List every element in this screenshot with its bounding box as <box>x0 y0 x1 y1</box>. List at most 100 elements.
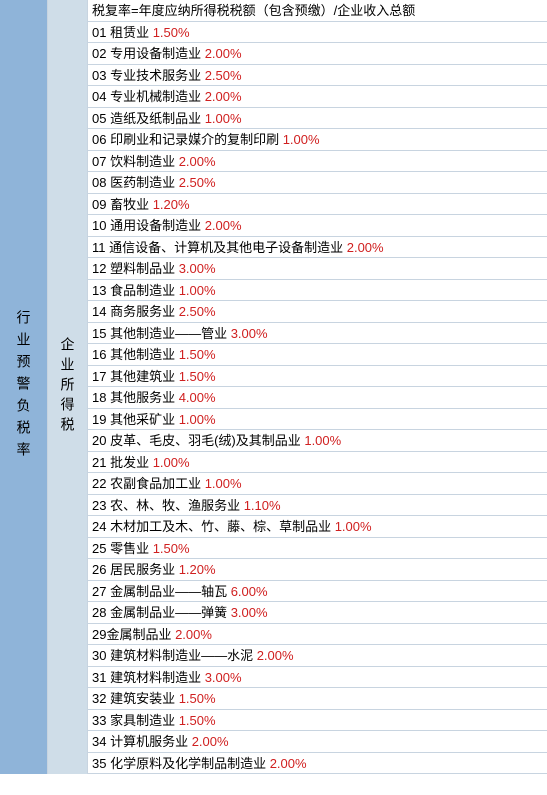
row-text: 27 金属制品业——轴瓦 <box>92 584 231 599</box>
row-percentage: 2.00% <box>179 154 216 169</box>
table-row: 32 建筑安装业 1.50% <box>88 688 547 710</box>
table-row: 26 居民服务业 1.20% <box>88 559 547 581</box>
row-text: 06 印刷业和记录媒介的复制印刷 <box>92 132 283 147</box>
table-row: 07 饮料制造业 2.00% <box>88 151 547 173</box>
table-row: 03 专业技术服务业 2.50% <box>88 65 547 87</box>
row-text: 28 金属制品业——弹簧 <box>92 605 231 620</box>
row-text: 08 医药制造业 <box>92 175 179 190</box>
tax-rate-table: 行业预警负税率 企业所得税 税复率=年度应纳所得税税额（包含预缴）/企业收入总额… <box>0 0 547 774</box>
row-percentage: 4.00% <box>179 390 216 405</box>
left-header-text: 行业预警负税率 <box>14 310 34 464</box>
row-percentage: 1.50% <box>153 25 190 40</box>
row-percentage: 1.20% <box>179 562 216 577</box>
row-text: 07 饮料制造业 <box>92 154 179 169</box>
formula-row: 税复率=年度应纳所得税税额（包含预缴）/企业收入总额 <box>88 0 547 22</box>
row-percentage: 1.00% <box>205 476 242 491</box>
row-percentage: 3.00% <box>205 670 242 685</box>
table-row: 12 塑料制品业 3.00% <box>88 258 547 280</box>
row-text: 10 通用设备制造业 <box>92 218 205 233</box>
table-row: 35 化学原料及化学制品制造业 2.00% <box>88 753 547 775</box>
row-text: 32 建筑安装业 <box>92 691 179 706</box>
row-text: 25 零售业 <box>92 541 153 556</box>
table-row: 29金属制品业 2.00% <box>88 624 547 646</box>
row-percentage: 2.00% <box>205 218 242 233</box>
row-text: 33 家具制造业 <box>92 713 179 728</box>
table-row: 18 其他服务业 4.00% <box>88 387 547 409</box>
row-percentage: 2.00% <box>205 89 242 104</box>
row-text: 30 建筑材料制造业——水泥 <box>92 648 257 663</box>
row-text: 29金属制品业 <box>92 627 175 642</box>
row-percentage: 3.00% <box>179 261 216 276</box>
table-row: 20 皮革、毛皮、羽毛(绒)及其制品业 1.00% <box>88 430 547 452</box>
row-text: 34 计算机服务业 <box>92 734 192 749</box>
row-percentage: 3.00% <box>231 605 268 620</box>
table-row: 22 农副食品加工业 1.00% <box>88 473 547 495</box>
row-percentage: 1.20% <box>153 197 190 212</box>
table-row: 34 计算机服务业 2.00% <box>88 731 547 753</box>
row-percentage: 1.10% <box>244 498 281 513</box>
row-text: 21 批发业 <box>92 455 153 470</box>
table-row: 04 专业机械制造业 2.00% <box>88 86 547 108</box>
row-percentage: 1.50% <box>179 347 216 362</box>
row-text: 03 专业技术服务业 <box>92 68 205 83</box>
row-text: 19 其他采矿业 <box>92 412 179 427</box>
row-text: 09 畜牧业 <box>92 197 153 212</box>
row-text: 16 其他制造业 <box>92 347 179 362</box>
row-percentage: 1.50% <box>179 713 216 728</box>
row-text: 05 造纸及纸制品业 <box>92 111 205 126</box>
row-percentage: 1.00% <box>153 455 190 470</box>
row-percentage: 1.00% <box>179 412 216 427</box>
row-text: 17 其他建筑业 <box>92 369 179 384</box>
row-text: 14 商务服务业 <box>92 304 179 319</box>
row-text: 02 专用设备制造业 <box>92 46 205 61</box>
table-row: 24 木材加工及木、竹、藤、棕、草制品业 1.00% <box>88 516 547 538</box>
table-row: 21 批发业 1.00% <box>88 452 547 474</box>
row-text: 26 居民服务业 <box>92 562 179 577</box>
row-percentage: 2.50% <box>179 304 216 319</box>
row-percentage: 2.00% <box>192 734 229 749</box>
row-percentage: 2.00% <box>205 46 242 61</box>
table-row: 16 其他制造业 1.50% <box>88 344 547 366</box>
table-row: 28 金属制品业——弹簧 3.00% <box>88 602 547 624</box>
row-text: 22 农副食品加工业 <box>92 476 205 491</box>
row-percentage: 2.50% <box>179 175 216 190</box>
row-text: 31 建筑材料制造业 <box>92 670 205 685</box>
table-row: 01 租赁业 1.50% <box>88 22 547 44</box>
table-row: 13 食品制造业 1.00% <box>88 280 547 302</box>
table-row: 30 建筑材料制造业——水泥 2.00% <box>88 645 547 667</box>
table-row: 11 通信设备、计算机及其他电子设备制造业 2.00% <box>88 237 547 259</box>
row-text: 20 皮革、毛皮、羽毛(绒)及其制品业 <box>92 433 304 448</box>
table-row: 08 医药制造业 2.50% <box>88 172 547 194</box>
row-text: 23 农、林、牧、渔服务业 <box>92 498 244 513</box>
row-percentage: 1.00% <box>335 519 372 534</box>
row-percentage: 1.00% <box>179 283 216 298</box>
table-row: 14 商务服务业 2.50% <box>88 301 547 323</box>
row-text: 13 食品制造业 <box>92 283 179 298</box>
table-row: 19 其他采矿业 1.00% <box>88 409 547 431</box>
table-row: 31 建筑材料制造业 3.00% <box>88 667 547 689</box>
row-percentage: 2.00% <box>257 648 294 663</box>
row-percentage: 2.50% <box>205 68 242 83</box>
row-text: 11 通信设备、计算机及其他电子设备制造业 <box>92 240 347 255</box>
row-percentage: 1.00% <box>304 433 341 448</box>
table-row: 05 造纸及纸制品业 1.00% <box>88 108 547 130</box>
table-row: 23 农、林、牧、渔服务业 1.10% <box>88 495 547 517</box>
mid-header-text: 企业所得税 <box>58 337 78 437</box>
row-percentage: 6.00% <box>231 584 268 599</box>
data-column: 税复率=年度应纳所得税税额（包含预缴）/企业收入总额 01 租赁业 1.50%0… <box>88 0 547 774</box>
table-row: 17 其他建筑业 1.50% <box>88 366 547 388</box>
table-row: 33 家具制造业 1.50% <box>88 710 547 732</box>
left-header-cell: 行业预警负税率 <box>0 0 48 774</box>
row-percentage: 1.50% <box>153 541 190 556</box>
row-text: 04 专业机械制造业 <box>92 89 205 104</box>
table-row: 27 金属制品业——轴瓦 6.00% <box>88 581 547 603</box>
row-percentage: 2.00% <box>175 627 212 642</box>
row-text: 12 塑料制品业 <box>92 261 179 276</box>
row-text: 24 木材加工及木、竹、藤、棕、草制品业 <box>92 519 335 534</box>
row-percentage: 1.00% <box>283 132 320 147</box>
table-row: 15 其他制造业——管业 3.00% <box>88 323 547 345</box>
table-row: 02 专用设备制造业 2.00% <box>88 43 547 65</box>
row-text: 01 租赁业 <box>92 25 153 40</box>
row-percentage: 1.00% <box>205 111 242 126</box>
row-text: 35 化学原料及化学制品制造业 <box>92 756 270 771</box>
